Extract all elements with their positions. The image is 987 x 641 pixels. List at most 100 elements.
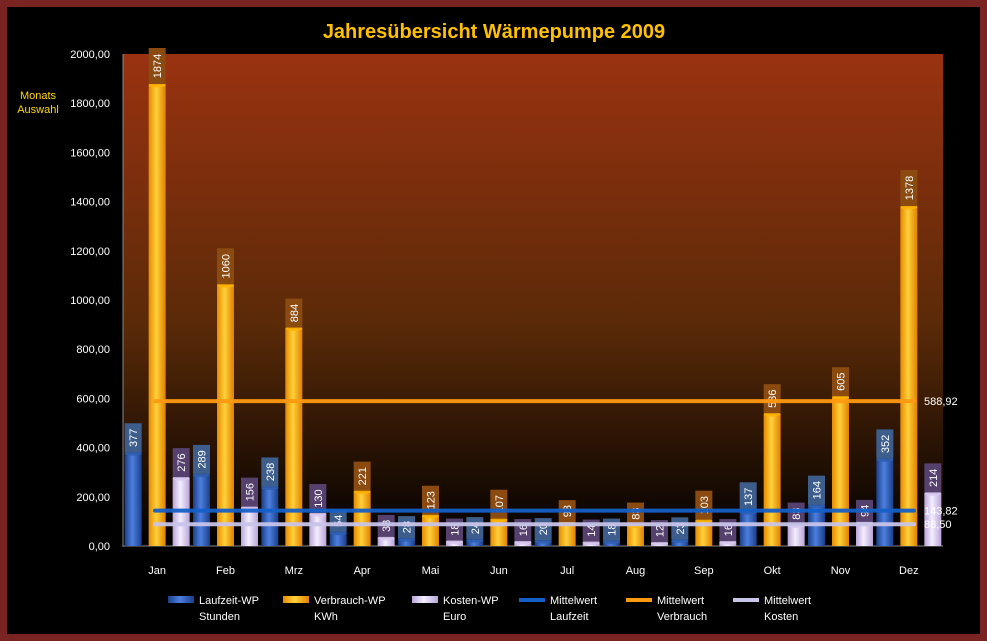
x-tick-label: Okt [764,565,781,577]
data-label-box [739,482,757,512]
x-tick-label: Jan [148,565,166,577]
legend-label: Mittelwert [657,595,704,607]
data-label: 12 [655,525,667,537]
legend-label: Verbrauch-WP [314,595,386,607]
bar [285,328,303,546]
data-label-box [261,457,279,487]
x-tick-label: Jun [490,565,508,577]
data-label-box [422,485,439,515]
data-label-box [148,47,166,84]
legend-label: Kosten-WP [443,595,499,607]
data-label: 14 [586,524,598,536]
data-label: 276 [176,453,188,471]
bar [490,519,508,546]
legend-label: Mittelwert [764,595,811,607]
data-label: 123 [426,491,438,509]
x-tick-labels: Jan Feb Mrz Apr Mai Jun Jul Aug Sep Okt Nov Dez [148,565,918,577]
bar [148,84,166,546]
y-tick-label: 1400,00 [70,197,110,209]
bar [900,207,918,546]
bar [422,515,439,546]
bar [787,525,805,546]
bar [241,507,258,546]
data-label-box [217,248,234,285]
legend-swatch [626,598,652,602]
data-label: 605 [836,372,848,390]
bar [627,525,644,546]
side-label-line2[interactable]: Auswahl [17,104,59,116]
data-label: 16 [723,524,735,536]
data-label-box [787,502,805,525]
x-tick-label: Nov [831,565,851,577]
data-label-box [285,298,303,328]
average-value-label: 143,82 [924,506,958,518]
data-label: 16 [518,524,530,536]
data-label-box [924,463,942,493]
data-label: 130 [313,489,325,507]
data-label-box [398,516,415,539]
y-tick-label: 2000,00 [70,49,110,61]
bar [763,414,781,546]
data-label-box [627,502,644,525]
data-label-box [900,170,918,207]
bar [124,453,142,546]
data-label-box [808,475,825,505]
data-label-box [876,429,894,459]
average-lines: 143,82 588,92 88,50 [153,396,958,531]
legend-sublabel: KWh [314,611,338,623]
chart-title: Jahresübersicht Wärmepumpe 2009 [323,21,665,43]
x-tick-label: Dez [899,565,919,577]
data-label: 1874 [152,54,164,78]
data-label: 238 [265,463,277,481]
bar [217,285,234,546]
y-tick-label: 200,00 [76,492,110,504]
legend-swatch [412,596,438,603]
data-label: 289 [197,450,209,468]
x-tick-label: Jul [560,565,574,577]
legend-swatch [168,596,194,603]
data-label-box [241,477,258,507]
bar [924,493,942,546]
legend-sublabel: Kosten [764,611,798,623]
average-value-label: 88,50 [924,519,952,531]
y-tick-label: 1000,00 [70,295,110,307]
data-label: 884 [289,304,301,322]
legend-sublabel: Verbrauch [657,611,707,623]
legend-sublabel: Laufzeit [550,611,589,623]
bar [739,512,757,546]
x-tick-label: Apr [354,565,371,577]
y-tick-labels: 0,00 200,00 400,00 600,00 800,00 1000,00 1200,… [70,49,110,553]
data-label: 377 [128,429,140,447]
bar [261,487,279,546]
bar [558,523,576,546]
y-tick-label: 1600,00 [70,147,110,159]
bar [466,540,484,546]
x-tick-label: Feb [216,565,235,577]
y-tick-label: 1800,00 [70,98,110,110]
legend-label: Mittelwert [550,595,597,607]
data-label-box [832,367,849,397]
y-tick-label: 0,00 [89,541,110,553]
y-tick-label: 800,00 [76,344,110,356]
bar [398,539,415,546]
side-label-line1[interactable]: Monats [20,90,57,102]
data-label: 18 [607,523,619,535]
data-label-box [309,484,327,514]
data-label: 352 [880,435,892,453]
data-label: 18 [450,523,462,535]
legend-swatch [519,598,545,602]
bar [876,459,894,546]
data-label: 164 [812,481,824,499]
bar [377,537,395,546]
bar [353,491,371,546]
data-label: 1378 [904,176,916,200]
x-tick-label: Mrz [285,565,303,577]
legend-sublabel: Euro [443,611,466,623]
y-tick-label: 600,00 [76,393,110,405]
x-tick-label: Mai [422,565,440,577]
legend-label: Laufzeit-WP [199,595,259,607]
bar [329,532,347,546]
x-tick-label: Sep [694,565,714,577]
y-tick-label: 1200,00 [70,246,110,258]
